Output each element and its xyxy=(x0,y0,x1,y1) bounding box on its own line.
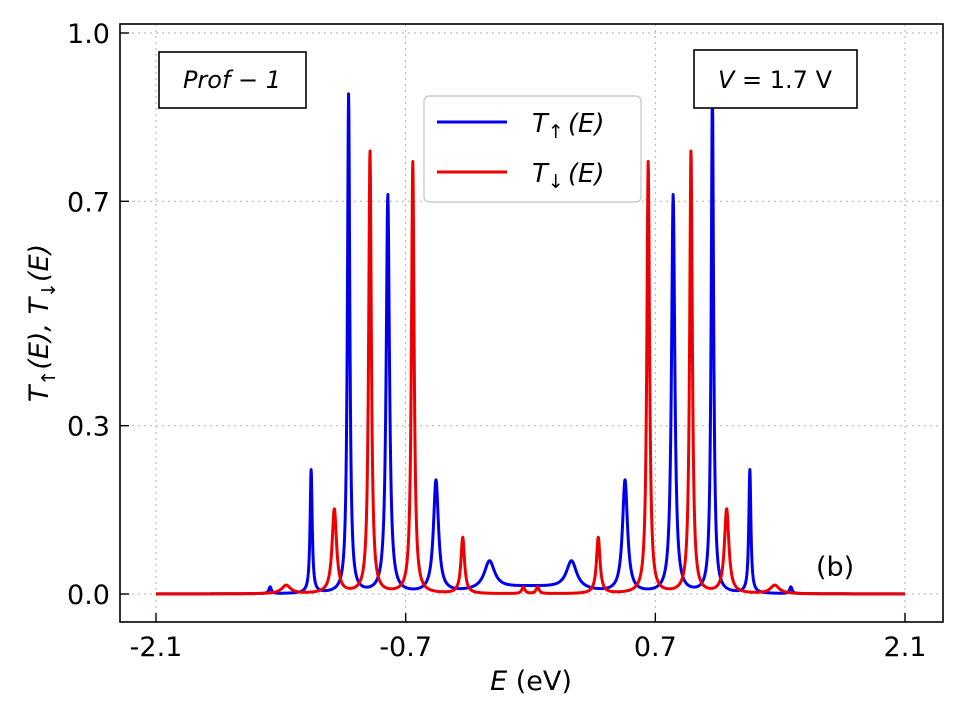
voltage-box xyxy=(693,49,858,109)
x-tick-label: -0.7 xyxy=(379,632,432,663)
voltage-annotation: V = 1.7 V xyxy=(693,49,858,109)
legend-label-spin-down: T↓ (E) xyxy=(532,159,605,193)
profile-annotation: Prof − 1 xyxy=(158,51,307,109)
y-axis-label: T↑(E), T↓(E) xyxy=(24,244,60,402)
series-layer xyxy=(154,92,907,596)
y-tick-label: 0.0 xyxy=(67,580,110,611)
x-axis-label: E (eV) xyxy=(490,666,572,697)
profile-box-text: Prof − 1 xyxy=(183,66,281,94)
y-tick-label: 0.3 xyxy=(67,412,110,443)
plot-frame xyxy=(119,23,944,623)
voltage-box-text: V = 1.7 V xyxy=(718,66,833,94)
legend: T↑ (E) T↓ (E) xyxy=(423,95,642,203)
panel-label: (b) xyxy=(816,552,854,583)
profile-box xyxy=(158,51,307,109)
x-tick-label: 0.7 xyxy=(634,632,677,663)
y-tick-label: 1.0 xyxy=(67,19,110,50)
legend-label-spin-up: T↑ (E) xyxy=(532,109,605,143)
series-line-spin-up xyxy=(154,92,907,596)
x-tick-label: 2.1 xyxy=(884,632,927,663)
y-tick-label: 0.7 xyxy=(67,187,110,218)
series-line-spin-down xyxy=(154,149,907,596)
x-tick-label: -2.1 xyxy=(130,632,183,663)
tick-label-layer: -2.1 -0.7 0.7 2.1 0.0 0.3 0.7 1.0 xyxy=(67,19,926,663)
